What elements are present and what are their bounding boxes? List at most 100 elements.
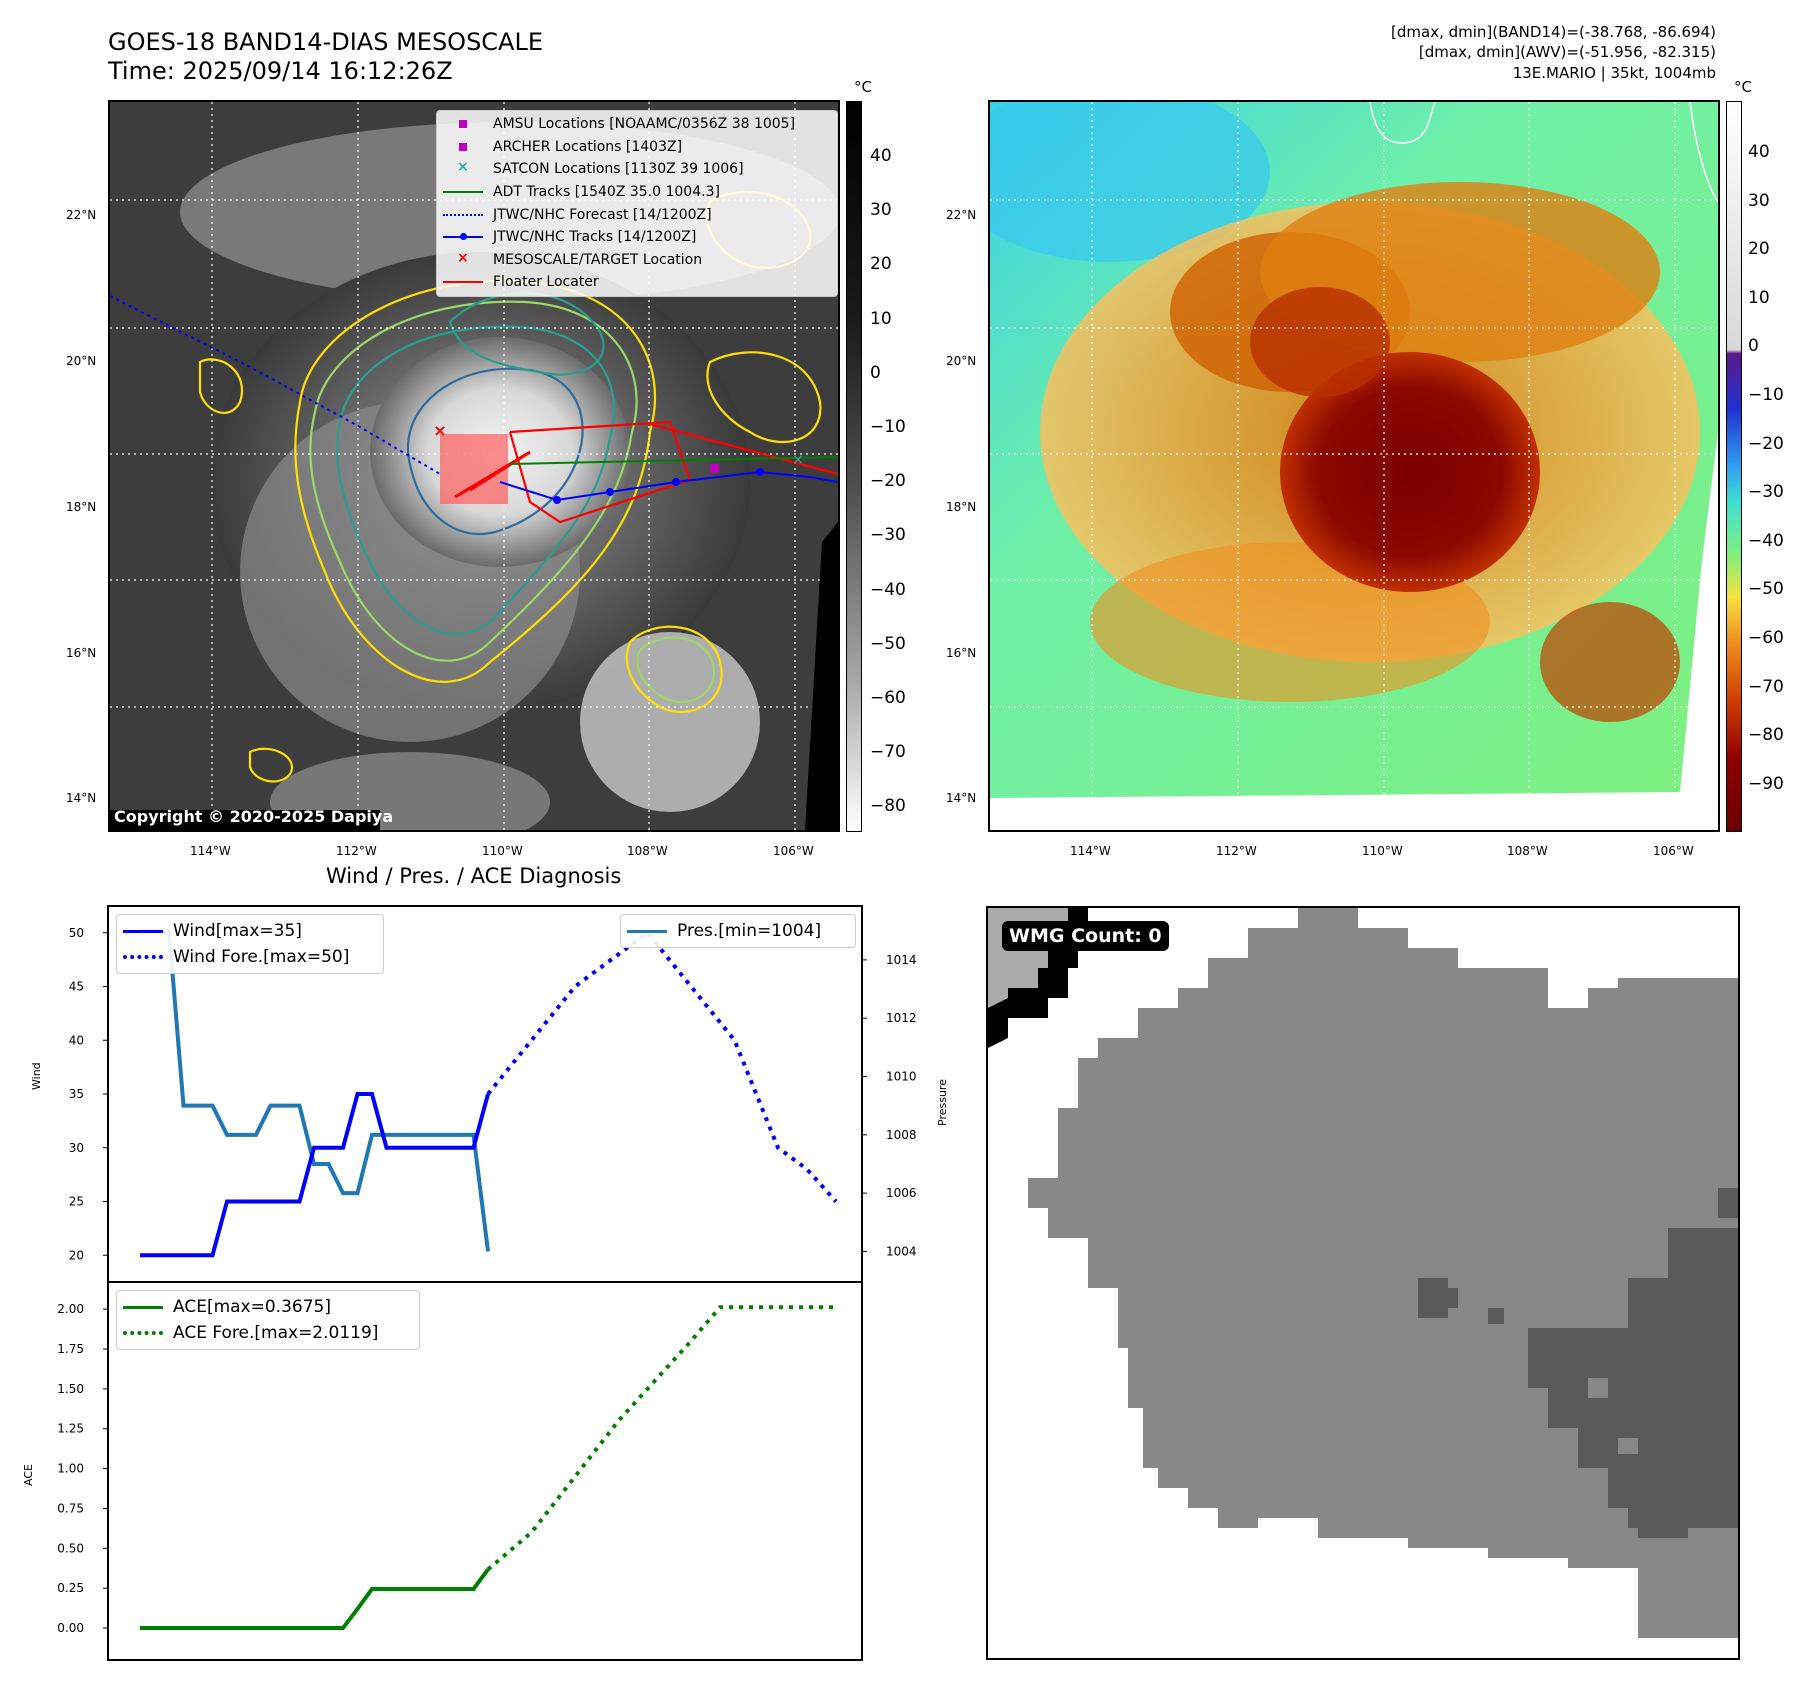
map-legend: AMSU Locations [NOAAMC/0356Z 38 1005] AR… — [436, 110, 838, 297]
lon-label: 110°W — [1362, 844, 1403, 858]
copyright-text: Copyright © 2020-2025 Dapiya — [114, 807, 394, 826]
colorbar-tick-label: 0 — [1748, 336, 1759, 357]
legend-dotted-line-icon — [443, 208, 483, 222]
legend-label: Wind Fore.[max=50] — [173, 947, 350, 967]
ace-tick-label: 0.75 — [57, 1501, 84, 1515]
legend-ace: ACE[max=0.3675] — [123, 1294, 413, 1320]
legend-label: SATCON Locations [1130Z 39 1006] — [493, 161, 744, 178]
colorbar-tick-label: −60 — [870, 688, 906, 708]
lat-label: 18°N — [946, 500, 977, 514]
storm-info: 13E.MARIO | 35kt, 1004mb — [1512, 64, 1716, 82]
legend-wind-fore: Wind Fore.[max=50] — [123, 944, 377, 970]
lon-label: 112°W — [1216, 844, 1257, 858]
pressure-tick-label: 1006 — [886, 1186, 917, 1200]
wind-tick-label: 40 — [69, 1033, 84, 1047]
colorbar-left — [846, 101, 862, 832]
colorbar-tick-label: 10 — [870, 308, 892, 329]
ace-tick-label: 0.50 — [57, 1541, 84, 1555]
lon-label: 114°W — [190, 844, 231, 858]
legend-solid-line-icon — [123, 1300, 163, 1314]
colorbar-tick-label: −90 — [1748, 773, 1784, 794]
awv-map-panel — [988, 100, 1720, 832]
lat-label: 18°N — [66, 500, 97, 514]
legend-floater: Floater Locater — [443, 271, 831, 294]
lat-label: 22°N — [946, 208, 977, 222]
wmg-panel: WMG Count: 0 — [986, 906, 1740, 1660]
ace-tick-label: 0.00 — [57, 1621, 84, 1635]
legend-label: MESOSCALE/TARGET Location — [493, 251, 703, 268]
wind-tick-label: 20 — [69, 1248, 84, 1262]
colorbar-tick-label: −80 — [870, 796, 906, 817]
wind-forecast-series-line — [486, 930, 838, 1203]
map-title-line1: GOES-18 BAND14-DIAS MESOSCALE — [108, 28, 544, 56]
colorbar-tick-label: −30 — [870, 525, 906, 546]
colorbar-tick-label: −20 — [1748, 433, 1784, 454]
pressure-tick-label: 1012 — [886, 1011, 917, 1025]
lon-label: 112°W — [336, 844, 377, 858]
legend-satcon: × SATCON Locations [1130Z 39 1006] — [443, 158, 831, 181]
legend-label: JTWC/NHC Tracks [14/1200Z] — [493, 229, 697, 246]
wind-tick-label: 30 — [69, 1141, 84, 1155]
legend-square-icon — [443, 140, 483, 154]
wind-axis-label: Wind — [30, 1062, 43, 1090]
svg-text:×: × — [792, 452, 804, 468]
lon-label: 110°W — [482, 844, 523, 858]
dmax-dmin-awv: [dmax, dmin](AWV)=(-51.956, -82.315) — [1418, 43, 1716, 61]
wmg-count-label: WMG Count: 0 — [1002, 921, 1169, 951]
legend-label: JTWC/NHC Forecast [14/1200Z] — [493, 206, 712, 223]
legend-archer: ARCHER Locations [1403Z] — [443, 136, 831, 159]
ace-legend: ACE[max=0.3675] ACE Fore.[max=2.0119] — [116, 1290, 420, 1350]
legend-label: ARCHER Locations [1403Z] — [493, 138, 683, 155]
pressure-tick-label: 1014 — [886, 953, 917, 967]
ace-forecast-series-line — [486, 1305, 836, 1571]
colorbar-tick-label: −80 — [1748, 725, 1784, 746]
wind-series-line — [140, 1092, 490, 1258]
legend-label: Floater Locater — [493, 274, 599, 291]
pressure-tick-label: 1008 — [886, 1128, 917, 1142]
lon-label: 106°W — [773, 844, 814, 858]
wind-tick-label: 35 — [69, 1087, 84, 1101]
colorbar-tick-label: 10 — [1748, 287, 1770, 308]
lat-label: 16°N — [66, 646, 97, 660]
ace-series-line — [140, 1568, 490, 1631]
lat-label: 14°N — [66, 791, 97, 805]
wind-tick-label: 50 — [69, 926, 84, 940]
wind-tick-label: 25 — [69, 1195, 84, 1209]
colorbar-right — [1726, 101, 1742, 832]
colorbar-left-unit: °C — [854, 78, 872, 96]
pressure-legend: Pres.[min=1004] — [620, 914, 856, 948]
colorbar-tick-label: 30 — [1748, 190, 1770, 211]
colorbar-tick-label: −30 — [1748, 482, 1784, 503]
colorbar-tick-label: −40 — [870, 579, 906, 600]
ace-tick-label: 0.25 — [57, 1581, 84, 1595]
colorbar-tick-label: 20 — [870, 254, 892, 275]
colorbar-tick-label: 20 — [1748, 239, 1770, 260]
ace-tick-label: 1.25 — [57, 1422, 84, 1436]
wind-legend: Wind[max=35] Wind Fore.[max=50] — [116, 914, 384, 974]
legend-wind: Wind[max=35] — [123, 918, 377, 944]
lon-label: 108°W — [1507, 844, 1548, 858]
legend-jtwc-forecast: JTWC/NHC Forecast [14/1200Z] — [443, 203, 831, 226]
legend-mesoscale: × MESOSCALE/TARGET Location — [443, 249, 831, 272]
ace-tick-label: 1.50 — [57, 1382, 84, 1396]
colorbar-tick-label: −50 — [1748, 579, 1784, 600]
lat-label: 20°N — [66, 354, 97, 368]
colorbar-tick-label: −20 — [870, 471, 906, 492]
colorbar-tick-label: −70 — [870, 742, 906, 763]
legend-solid-line-icon — [123, 924, 163, 938]
legend-label: ACE[max=0.3675] — [173, 1297, 331, 1317]
legend-label: Pres.[min=1004] — [677, 921, 822, 941]
legend-adt: ADT Tracks [1540Z 35.0 1004.3] — [443, 181, 831, 204]
ace-tick-label: 1.00 — [57, 1462, 84, 1476]
pressure-tick-label: 1010 — [886, 1070, 917, 1084]
wind-tick-label: 45 — [69, 980, 84, 994]
map-title-line2: Time: 2025/09/14 16:12:26Z — [108, 57, 453, 85]
colorbar-tick-label: 0 — [870, 362, 881, 383]
legend-amsu: AMSU Locations [NOAAMC/0356Z 38 1005] — [443, 113, 831, 136]
lon-label: 108°W — [627, 844, 668, 858]
legend-label: AMSU Locations [NOAAMC/0356Z 38 1005] — [493, 116, 796, 133]
legend-x-icon: × — [457, 249, 469, 266]
colorbar-right-unit: °C — [1734, 78, 1752, 96]
legend-dotted-line-icon — [123, 1326, 163, 1340]
colorbar-tick-label: 30 — [870, 200, 892, 221]
